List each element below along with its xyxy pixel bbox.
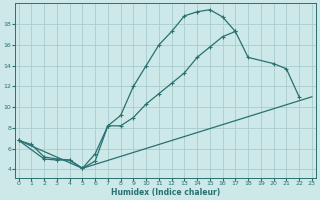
X-axis label: Humidex (Indice chaleur): Humidex (Indice chaleur)	[111, 188, 220, 197]
